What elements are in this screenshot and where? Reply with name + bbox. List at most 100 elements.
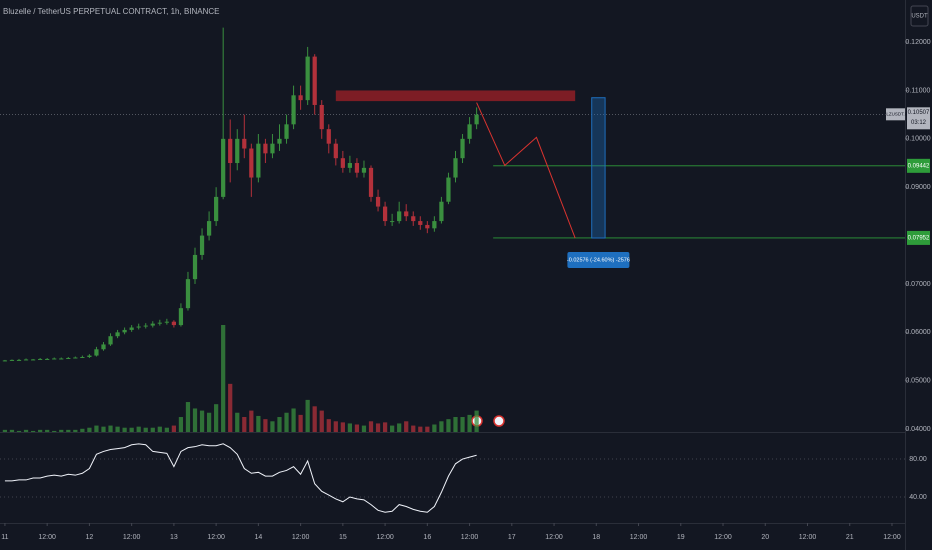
x-tick-label: 12 bbox=[86, 534, 94, 541]
candle-body bbox=[16, 359, 22, 361]
candle-body bbox=[249, 148, 254, 178]
candle-body bbox=[171, 321, 177, 326]
volume-bar bbox=[319, 410, 324, 432]
candle-body bbox=[73, 357, 78, 359]
last-price-label: 0.10507 bbox=[908, 110, 930, 116]
candle-body bbox=[347, 163, 353, 168]
candle-body bbox=[178, 308, 184, 326]
target-label: 0.09442 bbox=[908, 163, 930, 169]
candle-body bbox=[390, 221, 395, 223]
x-tick-label: 15 bbox=[339, 534, 347, 541]
candle-body bbox=[432, 221, 437, 229]
volume-bar bbox=[122, 427, 127, 432]
candle-body bbox=[411, 216, 416, 222]
x-tick-label: 12:00 bbox=[545, 534, 563, 541]
candle-body bbox=[87, 355, 92, 358]
volume-bar bbox=[432, 424, 437, 432]
volume-bar bbox=[115, 426, 120, 432]
candle-body bbox=[143, 325, 148, 327]
volume-bar bbox=[136, 426, 141, 432]
y-tick-label: 0.10000 bbox=[905, 136, 930, 143]
volume-bar bbox=[214, 404, 219, 432]
volume-bar bbox=[446, 419, 451, 432]
x-tick-label: 12:00 bbox=[630, 534, 648, 541]
volume-bar bbox=[157, 426, 162, 432]
candle-body bbox=[263, 143, 268, 154]
candle-body bbox=[206, 221, 212, 236]
volume-bar bbox=[59, 429, 64, 432]
candle-body bbox=[122, 329, 127, 333]
candle-body bbox=[185, 279, 191, 309]
volume-bar bbox=[101, 426, 106, 432]
currency-button[interactable] bbox=[910, 5, 929, 27]
candle-body bbox=[340, 158, 345, 168]
x-tick-label: 12:00 bbox=[38, 534, 56, 541]
volume-bar bbox=[256, 415, 261, 432]
rsi-line bbox=[4, 443, 477, 513]
candle-body bbox=[467, 124, 472, 139]
x-tick-label: 20 bbox=[761, 534, 769, 541]
candle-body bbox=[298, 95, 303, 101]
x-tick-label: 12:00 bbox=[714, 534, 732, 541]
x-tick-label: 13 bbox=[170, 534, 178, 541]
candle-body bbox=[453, 158, 458, 178]
volume-bar bbox=[263, 419, 268, 432]
currency-button-label[interactable]: USDT bbox=[911, 14, 928, 20]
candle-body bbox=[354, 163, 360, 173]
x-tick-label: 12:00 bbox=[883, 534, 901, 541]
volume-bar bbox=[178, 417, 184, 432]
volume-bar bbox=[199, 410, 205, 432]
candle-body bbox=[446, 177, 451, 202]
y-tick-label: 0.11000 bbox=[906, 87, 931, 94]
volume-bar bbox=[185, 402, 191, 432]
candle-body bbox=[425, 224, 430, 229]
candle-body bbox=[382, 206, 388, 222]
volume-bar bbox=[45, 429, 50, 432]
volume-bar bbox=[143, 427, 148, 432]
volume-bar bbox=[30, 430, 36, 432]
volume-bar bbox=[291, 408, 296, 432]
candle-body bbox=[256, 143, 261, 178]
volume-bar bbox=[425, 426, 430, 432]
event-icon[interactable] bbox=[493, 415, 505, 427]
y-tick-label: 0.09000 bbox=[905, 184, 930, 191]
volume-bar bbox=[108, 425, 113, 432]
rsi-tick-label: 80.00 bbox=[909, 456, 927, 463]
candle-body bbox=[361, 167, 367, 173]
candle-body bbox=[418, 221, 423, 225]
measure-label-box bbox=[567, 252, 630, 269]
y-tick-label: 0.05000 bbox=[905, 378, 930, 385]
chart-title: Bluzelle / TetherUS PERPETUAL CONTRACT, … bbox=[3, 7, 220, 16]
candle-body bbox=[305, 56, 310, 101]
y-tick-label: 0.12000 bbox=[905, 39, 930, 46]
candle-body bbox=[228, 138, 233, 164]
candle-body bbox=[242, 138, 247, 149]
volume-bar bbox=[129, 427, 134, 432]
volume-bar bbox=[460, 417, 465, 432]
y-tick-label: 0.06000 bbox=[905, 329, 930, 336]
symbol-tag bbox=[886, 108, 905, 121]
volume-bar bbox=[242, 417, 247, 432]
candle-body bbox=[66, 357, 71, 359]
rsi-tick-label: 40.00 bbox=[909, 494, 927, 501]
candle-body bbox=[235, 138, 240, 164]
volume-bar bbox=[235, 412, 240, 432]
volume-bar bbox=[361, 425, 367, 432]
volume-bar bbox=[467, 414, 472, 432]
volume-bar bbox=[326, 419, 331, 432]
y-tick-label: 0.07000 bbox=[905, 281, 930, 288]
candle-body bbox=[2, 360, 8, 362]
volume-bar bbox=[150, 427, 155, 432]
candle-body bbox=[80, 357, 85, 359]
volume-bar bbox=[305, 399, 310, 432]
measure-label: -0.02576 (-24.60%) -2576 bbox=[567, 257, 630, 263]
x-tick-label: 12:00 bbox=[799, 534, 817, 541]
candle-body bbox=[136, 326, 141, 328]
candle-body bbox=[270, 143, 275, 154]
stop-zone bbox=[335, 90, 576, 102]
volume-bar bbox=[390, 425, 395, 432]
x-tick-label: 12:00 bbox=[461, 534, 479, 541]
volume-bar bbox=[375, 423, 381, 432]
